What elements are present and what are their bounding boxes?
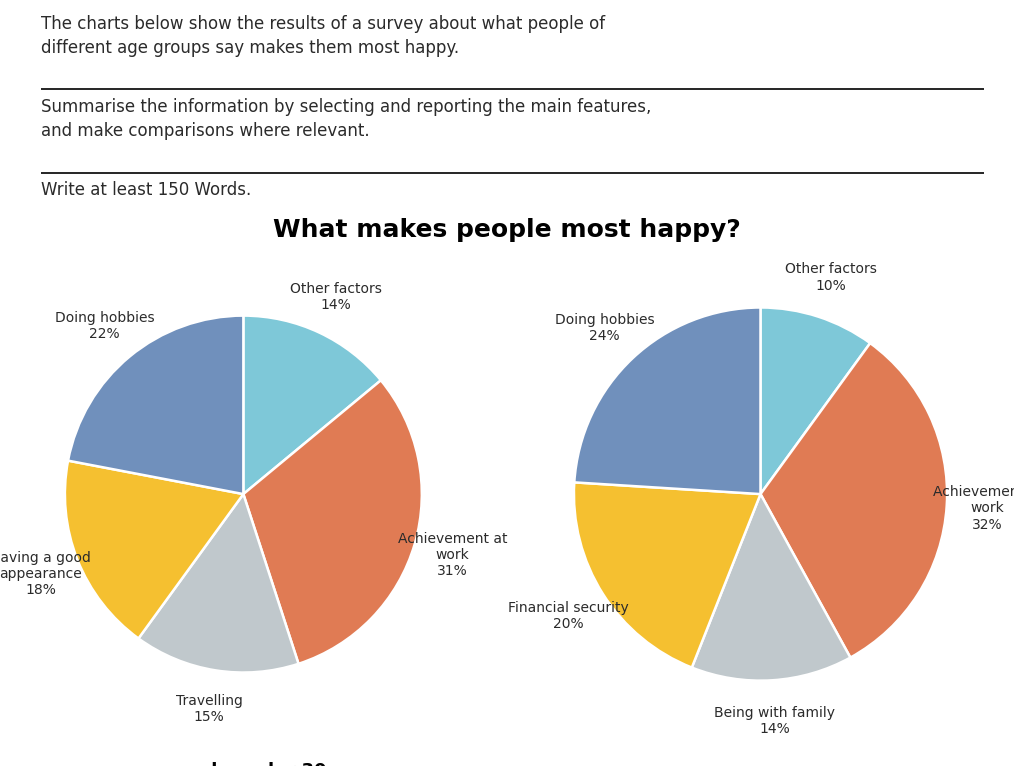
Text: Being with family
14%: Being with family 14% (714, 706, 836, 736)
Text: Financial security
20%: Financial security 20% (508, 601, 629, 631)
Wedge shape (574, 307, 760, 494)
Text: Write at least 150 Words.: Write at least 150 Words. (41, 181, 250, 198)
Wedge shape (65, 460, 243, 638)
Wedge shape (243, 380, 422, 664)
Text: people under 30: people under 30 (160, 761, 327, 766)
Text: Having a good
appearance
18%: Having a good appearance 18% (0, 551, 91, 597)
Text: What makes people most happy?: What makes people most happy? (273, 218, 741, 242)
Wedge shape (68, 316, 243, 494)
Text: The charts below show the results of a survey about what people of
different age: The charts below show the results of a s… (41, 15, 604, 57)
Text: Achievement at
work
31%: Achievement at work 31% (397, 532, 507, 578)
Text: Doing hobbies
22%: Doing hobbies 22% (55, 311, 154, 342)
Wedge shape (574, 483, 760, 667)
Text: Summarise the information by selecting and reporting the main features,
and make: Summarise the information by selecting a… (41, 98, 651, 139)
Text: Other factors
14%: Other factors 14% (290, 282, 382, 313)
Text: Travelling
15%: Travelling 15% (175, 694, 242, 724)
Wedge shape (243, 316, 381, 494)
Wedge shape (139, 494, 298, 673)
Wedge shape (692, 494, 851, 681)
Wedge shape (760, 343, 947, 657)
Text: Doing hobbies
24%: Doing hobbies 24% (555, 313, 654, 343)
Text: Achievement at
work
32%: Achievement at work 32% (933, 485, 1014, 532)
Wedge shape (760, 307, 870, 494)
Text: Other factors
10%: Other factors 10% (785, 263, 877, 293)
